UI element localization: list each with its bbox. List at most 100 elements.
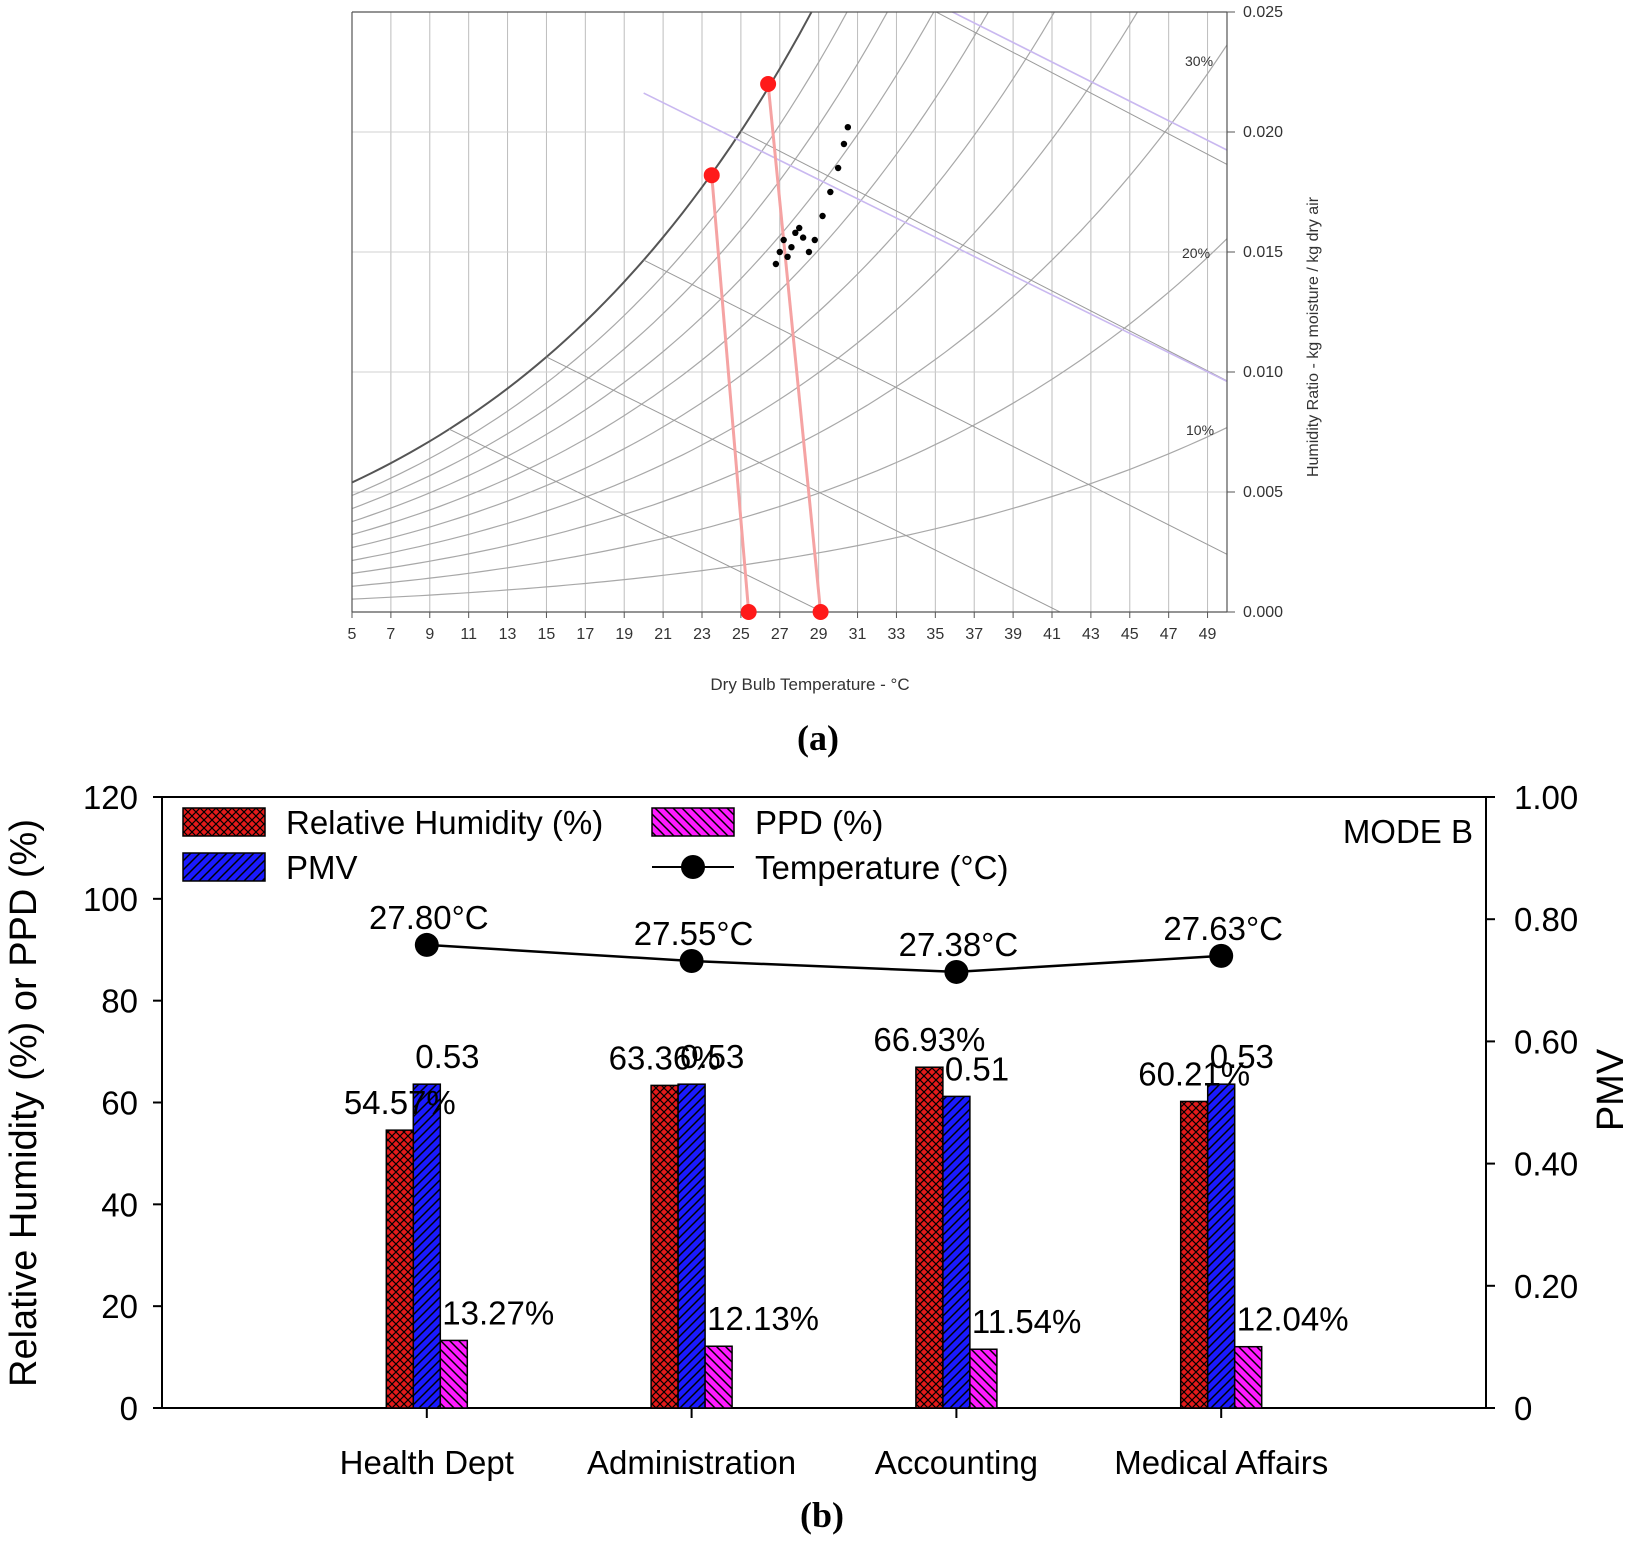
x-tick-label: 15 [538, 626, 556, 643]
data-point [840, 140, 848, 148]
legend-swatch-rh [182, 807, 266, 837]
rh-curve [352, 12, 990, 536]
left-y-tick-label: 120 [83, 779, 138, 816]
temperature-label: 27.80°C [369, 899, 489, 936]
red-marker [703, 167, 720, 184]
bar-chart: 0 20 40 60 80 100 120 0 0.20 0.40 0.60 0.80 1.00 He… [3, 779, 1632, 1535]
right-y-tick-label: 1.00 [1514, 779, 1578, 816]
rh-curve [352, 12, 1139, 562]
data-point [772, 260, 780, 268]
bar-ppd [704, 1345, 733, 1409]
bar-rh [385, 1129, 415, 1409]
rh-curve [352, 12, 935, 523]
category-label: Health Dept [340, 1444, 514, 1481]
legend-label-ppd: PPD (%) [755, 804, 883, 841]
bar-ppd-label: 12.13% [707, 1300, 819, 1337]
temperature-marker [1209, 943, 1234, 968]
x-tick-label: 11 [460, 626, 477, 643]
data-point [792, 229, 799, 236]
data-point [805, 248, 813, 256]
right-y-tick-label: 0.40 [1514, 1146, 1578, 1183]
left-y-tick-label: 20 [101, 1288, 138, 1325]
rh-label-10: 10% [1186, 422, 1214, 438]
wet-bulb-lines [449, 12, 1227, 612]
bar-pmv [942, 1095, 971, 1409]
y-tick-labels: 0.000 0.005 0.010 0.015 0.020 0.025 [1227, 4, 1283, 621]
x-tick-label: 7 [386, 626, 395, 643]
x-tick-label: 31 [849, 626, 867, 643]
rh-curves [352, 12, 1227, 600]
x-tick-label: 45 [1121, 626, 1139, 643]
data-point [796, 224, 803, 232]
x-tick-label: 25 [732, 626, 750, 643]
x-tick-label: 13 [499, 626, 517, 643]
connector-line [766, 83, 823, 613]
x-tick-label: 47 [1160, 626, 1178, 643]
bar-pmv [677, 1083, 706, 1409]
y-tick-label: 0.010 [1243, 364, 1283, 381]
red-marker [740, 604, 757, 620]
bar-ppd [1233, 1345, 1263, 1409]
right-y-tick-label: 0.80 [1514, 901, 1578, 938]
bar-pmv-label: 0.53 [680, 1038, 744, 1075]
data-point [788, 244, 795, 251]
category-label: Administration [587, 1444, 796, 1481]
left-y-axis-label: Relative Humidity (%) or PPD (%) [3, 819, 45, 1387]
bar-rh-label: 63.36% [609, 1039, 721, 1076]
x-tick-label: 39 [1004, 626, 1022, 643]
connector-lines [710, 83, 823, 613]
bar-ppd-label: 13.27% [442, 1294, 554, 1331]
bar-pmv [1206, 1083, 1236, 1409]
legend-label-temp: Temperature (°C) [755, 849, 1008, 886]
y-tick-label: 0.020 [1243, 124, 1283, 141]
right-y-tick-label: 0 [1514, 1390, 1532, 1427]
right-y-axis: 0 0.20 0.40 0.60 0.80 1.00 [1486, 779, 1578, 1427]
mode-label: MODE B [1343, 813, 1473, 850]
data-point [819, 212, 826, 220]
right-y-tick-label: 0.60 [1514, 1023, 1578, 1060]
rh-curve [352, 237, 1227, 587]
data-labels: 54.57%63.36% 66.93%60.21%0.53 0.53 0.51 0.53… [344, 899, 1349, 1340]
bar-ppd-label: 11.54% [972, 1303, 1081, 1340]
plot-frame [351, 11, 1228, 613]
rh-curve [352, 12, 1056, 549]
wet-bulb-line [449, 428, 824, 612]
bar-pmv-label: 0.51 [945, 1050, 1009, 1087]
red-markers [703, 76, 829, 620]
legend-label-pmv: PMV [286, 849, 358, 886]
x-tick-label: 21 [654, 626, 672, 643]
x-tick-label: 19 [615, 626, 633, 643]
saturation-curve [352, 12, 813, 484]
data-point [827, 188, 834, 196]
category-label: Accounting [875, 1444, 1038, 1481]
data-point [811, 236, 818, 244]
panel-b-caption: (b) [800, 1495, 844, 1535]
data-point [776, 248, 783, 256]
rh-curve [352, 426, 1227, 600]
enthalpy-line [643, 92, 1227, 383]
rh-curve [352, 12, 848, 497]
x-tick-label: 29 [810, 626, 828, 643]
x-tick-label: 23 [693, 626, 711, 643]
temperature-label: 27.55°C [634, 915, 754, 952]
bar-ppd-label: 12.04% [1237, 1301, 1349, 1338]
y-tick-label: 0.000 [1243, 604, 1283, 621]
legend: Relative Humidity (%) PPD (%) PMV Temper… [182, 804, 1008, 886]
bar-rh [1179, 1100, 1209, 1409]
wet-bulb-line [643, 259, 1227, 555]
x-tick-label: 49 [1199, 626, 1217, 643]
red-marker [760, 76, 777, 92]
y-axis-label: Humidity Ratio - kg moisture / kg dry ai… [1305, 196, 1322, 477]
bar-rh [650, 1084, 679, 1409]
red-marker [812, 604, 829, 620]
bar-pmv-label: 0.53 [1210, 1038, 1274, 1075]
wet-bulb-line [740, 130, 1227, 382]
data-point [844, 124, 852, 131]
enthalpy-line [950, 12, 1227, 151]
x-tick-label: 27 [771, 626, 789, 643]
temperature-marker [944, 959, 969, 984]
bar-rh-label: 66.93% [873, 1021, 985, 1058]
data-point [834, 164, 842, 172]
y-tick-label: 0.015 [1243, 244, 1283, 261]
